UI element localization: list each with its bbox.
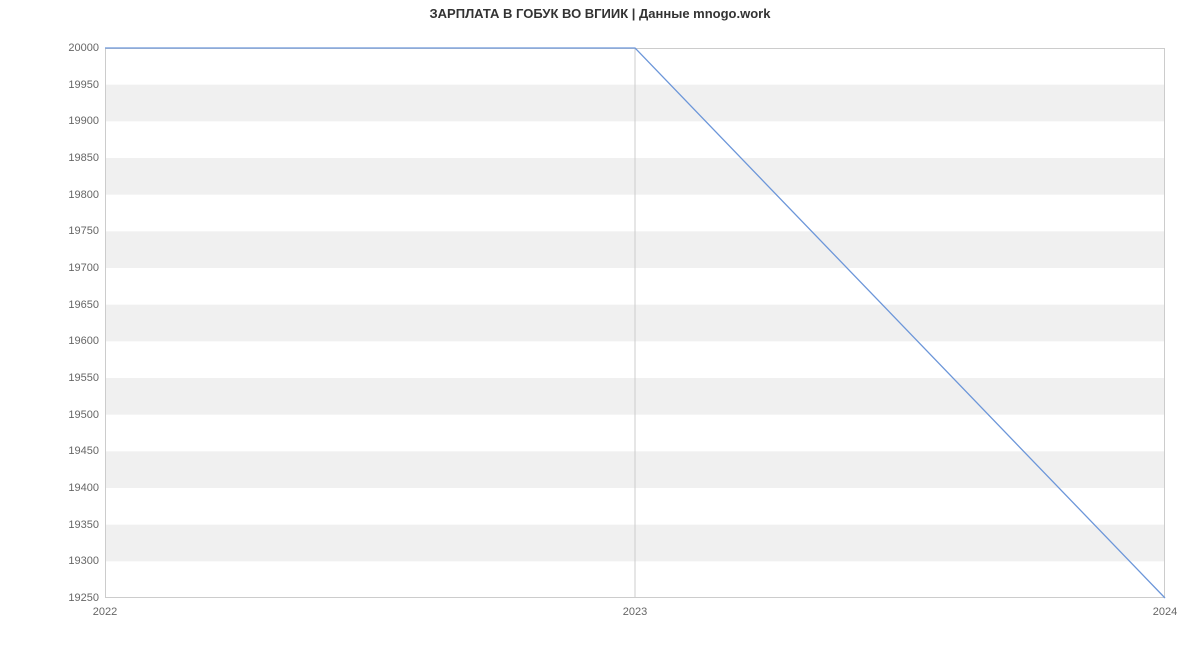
y-tick-label: 19300 [49,555,99,567]
y-tick-label: 19800 [49,189,99,201]
y-tick-label: 19700 [49,262,99,274]
y-tick-label: 19450 [49,445,99,457]
y-tick-label: 19650 [49,299,99,311]
chart-title: ЗАРПЛАТА В ГОБУК ВО ВГИИК | Данные mnogo… [0,6,1200,21]
y-tick-label: 19900 [49,115,99,127]
x-tick-label: 2022 [93,606,117,618]
x-tick-label: 2024 [1153,606,1177,618]
chart-container: ЗАРПЛАТА В ГОБУК ВО ВГИИК | Данные mnogo… [0,0,1200,650]
y-tick-label: 19850 [49,152,99,164]
y-tick-label: 19600 [49,335,99,347]
y-tick-label: 19250 [49,592,99,604]
plot-area [105,48,1165,598]
x-tick-label: 2023 [623,606,647,618]
y-tick-label: 20000 [49,42,99,54]
y-tick-label: 19950 [49,79,99,91]
y-tick-label: 19400 [49,482,99,494]
y-tick-label: 19350 [49,519,99,531]
y-tick-label: 19750 [49,225,99,237]
y-tick-label: 19500 [49,409,99,421]
y-tick-label: 19550 [49,372,99,384]
chart-svg [105,48,1165,598]
